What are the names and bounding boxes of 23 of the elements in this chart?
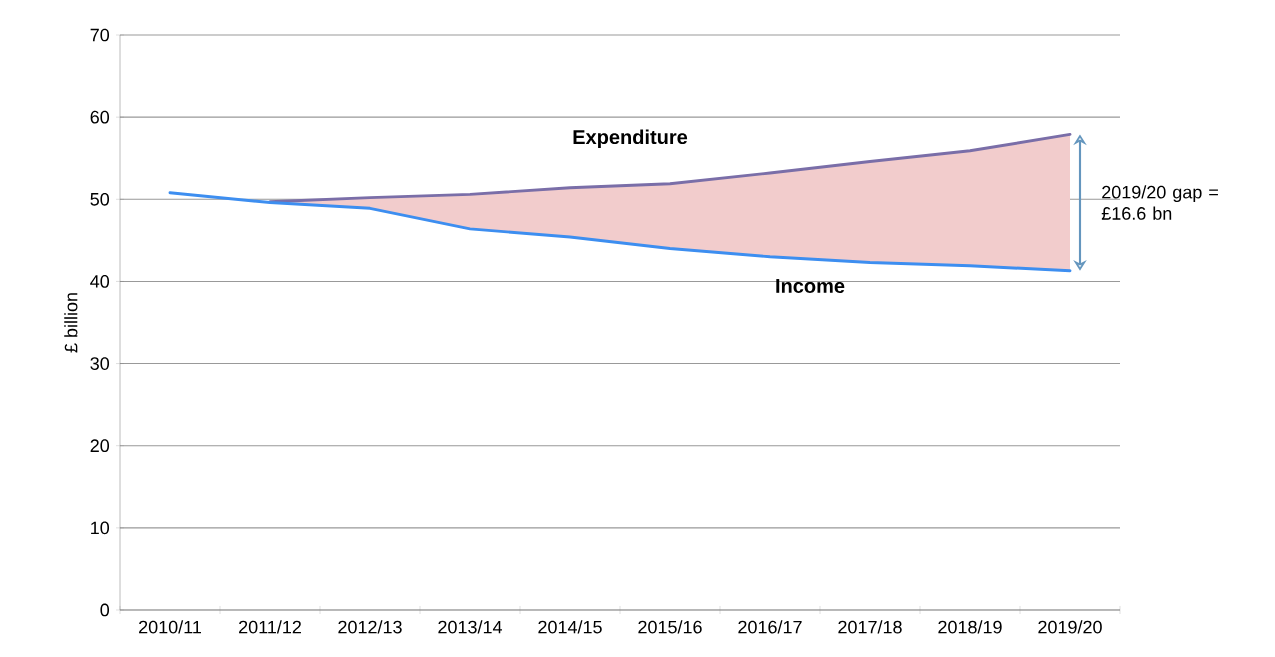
x-tick-label: 2018/19 bbox=[938, 620, 1002, 634]
y-tick-label: 30 bbox=[90, 357, 110, 370]
y-tick-label: 10 bbox=[91, 521, 110, 535]
x-tick-label: 2016/17 bbox=[738, 620, 802, 634]
x-tick-label: 2012/13 bbox=[338, 620, 402, 634]
x-tick-label: 2013/14 bbox=[438, 620, 503, 634]
y-axis-title: £ billion bbox=[64, 293, 78, 353]
x-tick-label: 2017/18 bbox=[838, 620, 902, 634]
y-tick-label: 0 bbox=[100, 603, 110, 617]
y-tick-label: 50 bbox=[90, 192, 110, 206]
x-tick-label: 2019/20 bbox=[1038, 620, 1102, 634]
y-tick-label: 60 bbox=[90, 110, 110, 124]
series-label: Income bbox=[776, 279, 845, 293]
x-tick-label: 2015/16 bbox=[638, 620, 702, 634]
y-tick-label: 70 bbox=[90, 28, 110, 42]
series-label: Expenditure bbox=[573, 129, 688, 149]
annotation: 2019/20 gap = £16.6 bn bbox=[1101, 185, 1218, 220]
y-tick-label: 40 bbox=[90, 275, 110, 288]
x-tick-label: 2010/11 bbox=[139, 620, 201, 634]
y-tick-label: 20 bbox=[90, 439, 110, 453]
x-tick-label: 2014/15 bbox=[538, 620, 602, 634]
x-tick-label: 2011/12 bbox=[239, 620, 301, 634]
line-series bbox=[168, 191, 1072, 273]
